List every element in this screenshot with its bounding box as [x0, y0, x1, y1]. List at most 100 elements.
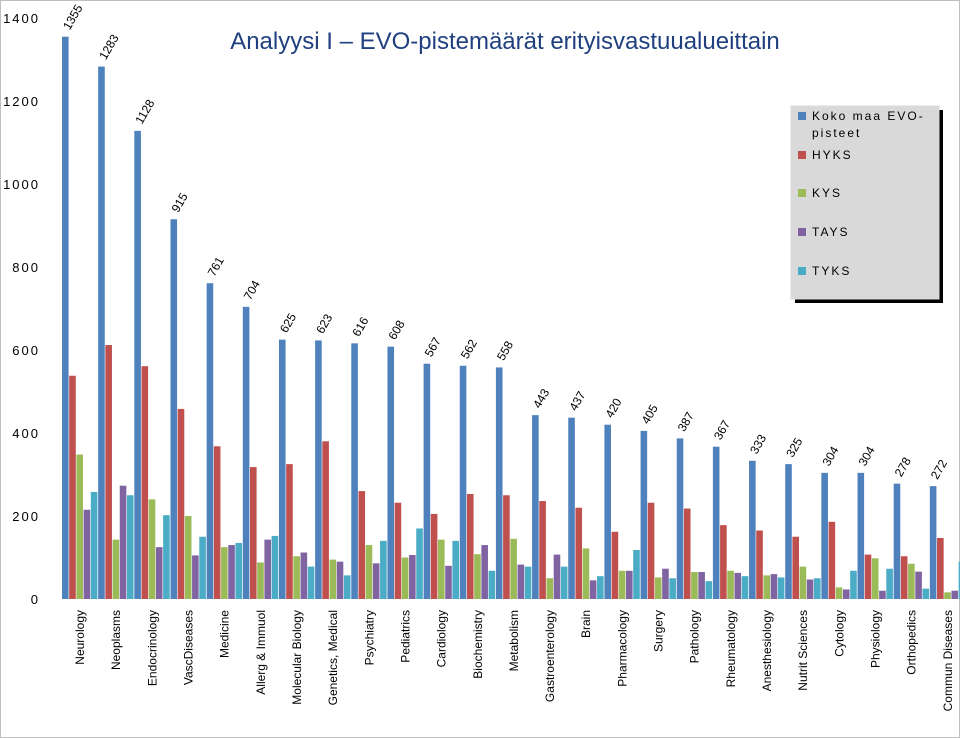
x-tick-label: Neoplasms [109, 610, 123, 670]
bar [937, 538, 944, 599]
bar [90, 491, 98, 599]
bar [163, 515, 170, 599]
bar [315, 340, 322, 599]
bar [741, 576, 749, 599]
bar [380, 540, 387, 599]
bar [886, 568, 893, 599]
bar [286, 464, 293, 600]
bar [683, 508, 691, 599]
bar [488, 570, 496, 599]
bar [929, 486, 937, 599]
bar [213, 446, 221, 599]
bar [278, 339, 286, 600]
bar [98, 66, 105, 600]
y-tick-label: 1200 [3, 94, 40, 109]
bar [409, 555, 416, 599]
bar [358, 491, 366, 599]
bar [575, 507, 583, 599]
bar [322, 441, 329, 599]
bar [857, 472, 865, 599]
y-tick-label: 0 [31, 592, 40, 607]
legend: Koko maa EVO-pisteet HYKS KYS TAYS TYKS [790, 105, 943, 303]
x-tick-label: Endocrinology [145, 610, 159, 686]
bar [785, 464, 792, 600]
bar [799, 566, 807, 599]
bar [452, 540, 459, 599]
x-tick-label: Surgery [652, 610, 666, 652]
bar [633, 550, 640, 599]
legend-box [790, 105, 940, 300]
x-tick-label: Orthopedics [905, 610, 919, 675]
bar [264, 539, 271, 599]
x-tick-label: Commun Diseases [941, 610, 955, 711]
legend-label: TAYS [812, 225, 850, 239]
bar [271, 535, 279, 599]
bar [416, 528, 423, 599]
y-tick-label: 200 [12, 509, 40, 524]
x-tick-label: Metabolism [507, 610, 521, 671]
bar [582, 548, 590, 599]
bar [597, 576, 604, 599]
x-tick-label: Anesthesiology [760, 610, 774, 691]
bar [546, 578, 554, 599]
bar [698, 572, 705, 599]
x-tick-label: Pharmacology [615, 610, 629, 687]
bar [734, 572, 742, 599]
bar [351, 343, 358, 599]
bar [199, 536, 206, 599]
bar [958, 561, 960, 599]
bar [430, 513, 438, 599]
legend-label: KYS [812, 186, 842, 200]
bar [119, 485, 127, 599]
bar [654, 577, 662, 599]
bar [170, 219, 178, 599]
bar [343, 575, 351, 599]
bar [141, 366, 149, 599]
bar [835, 587, 843, 599]
bar [438, 539, 445, 599]
bar [908, 563, 915, 599]
legend-swatch [798, 189, 806, 197]
bar [879, 590, 886, 599]
y-tick-label: 400 [12, 426, 40, 441]
y-tick-label: 800 [12, 260, 40, 275]
bar [503, 495, 510, 599]
x-tick-label: Pathology [688, 610, 702, 663]
bar [336, 561, 344, 599]
x-tick-label: Cytology [832, 610, 846, 657]
x-tick-label: Physiology [869, 610, 883, 668]
x-tick-label: Pediatrics [398, 610, 412, 663]
bar [727, 570, 734, 599]
bar [105, 345, 112, 599]
y-tick-label: 1000 [3, 177, 40, 192]
bar [365, 545, 373, 599]
bar [944, 592, 951, 599]
x-tick-label: VascDiseases [181, 610, 195, 685]
chart-title: Analyysi I – EVO-pistemäärät erityisvast… [230, 28, 780, 55]
bar [466, 494, 474, 599]
legend-label: TYKS [812, 264, 851, 278]
x-tick-label: Neurology [73, 610, 87, 665]
x-tick-label: Molecular Biology [290, 610, 304, 705]
bar [951, 590, 959, 599]
bar [589, 580, 597, 599]
bar [712, 446, 720, 599]
bar [756, 530, 763, 599]
bar [62, 36, 69, 600]
bar [850, 570, 857, 599]
bar [474, 554, 481, 599]
bar [112, 539, 120, 599]
bar [517, 564, 525, 599]
bar [126, 495, 134, 599]
x-tick-label: Rheumatology [724, 610, 738, 687]
bar [459, 365, 467, 599]
bar [155, 547, 163, 600]
bar [69, 375, 76, 599]
y-tick-label: 1400 [3, 11, 40, 26]
bar [814, 578, 821, 599]
x-tick-label: Psychiatry [362, 610, 376, 665]
bar [242, 306, 250, 599]
bar [893, 483, 901, 599]
